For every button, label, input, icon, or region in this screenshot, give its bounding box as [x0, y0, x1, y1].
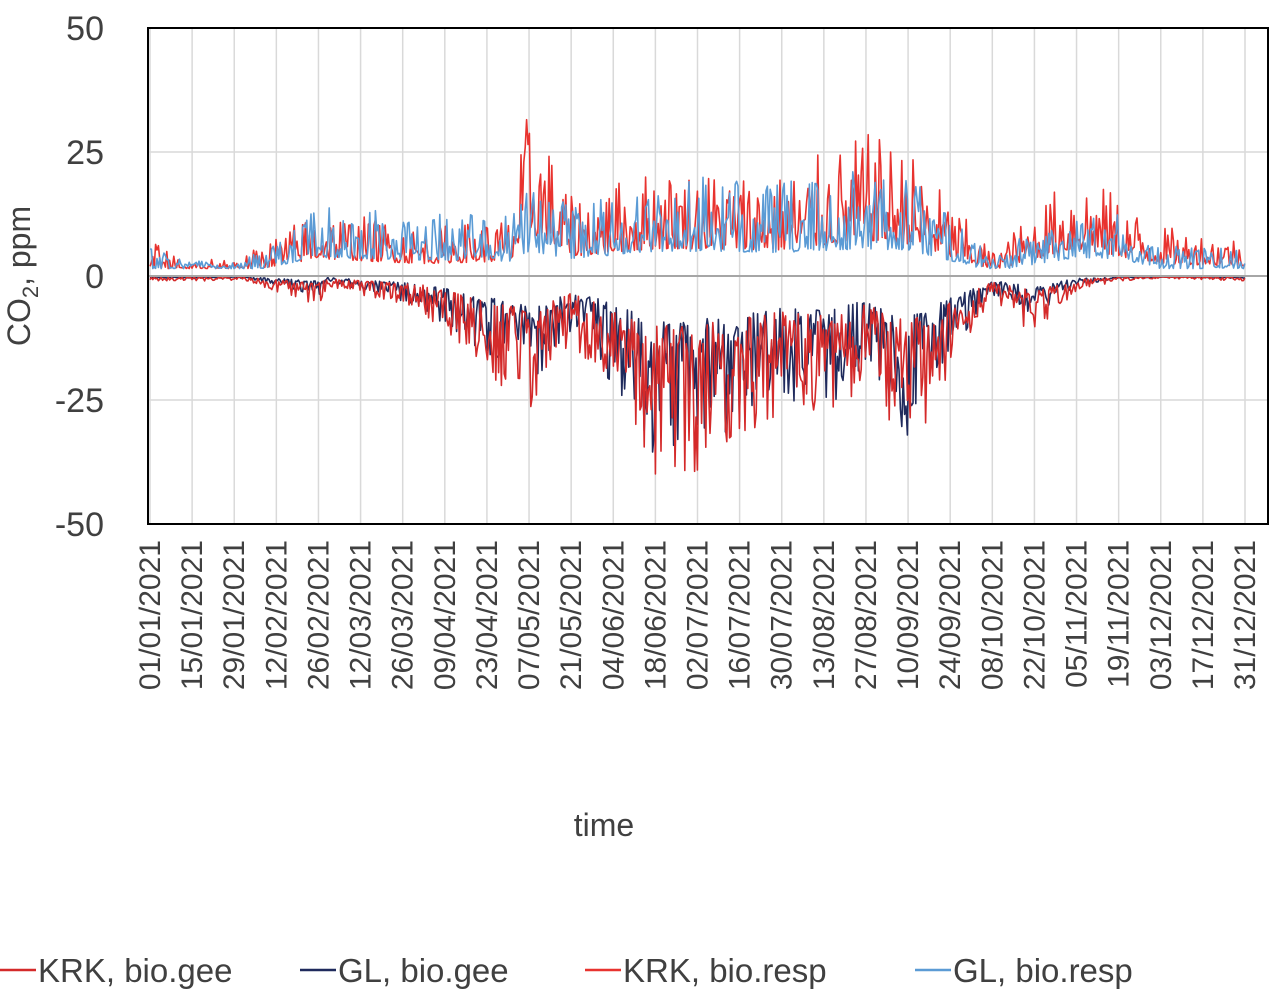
x-tick-label: 30/07/2021 — [766, 540, 799, 690]
x-tick-label: 10/09/2021 — [892, 540, 925, 690]
x-tick-label: 12/03/2021 — [345, 540, 378, 690]
x-tick-label: 09/04/2021 — [429, 540, 462, 690]
x-tick-label: 13/08/2021 — [808, 540, 841, 690]
x-tick-label: 23/04/2021 — [471, 540, 504, 690]
series-lines — [149, 118, 1246, 475]
x-tick-label: 03/12/2021 — [1145, 540, 1178, 690]
y-axis-label-sub: 2 — [18, 286, 43, 298]
x-tick-label: 15/01/2021 — [176, 540, 209, 690]
x-tick-label: 17/12/2021 — [1187, 540, 1220, 690]
y-tick-label: -25 — [55, 382, 104, 420]
x-tick-label: 05/11/2021 — [1061, 540, 1094, 688]
x-tick-label: 12/02/2021 — [260, 540, 293, 690]
x-tick-label: 18/06/2021 — [639, 540, 672, 690]
legend-label: KRK, bio.resp — [623, 952, 827, 989]
x-tick-label: 24/09/2021 — [934, 540, 967, 690]
y-tick-label: 0 — [85, 258, 104, 296]
y-tick-label: -50 — [55, 506, 104, 544]
x-tick-label: 07/05/2021 — [513, 540, 546, 690]
x-tick-label: 16/07/2021 — [724, 540, 757, 690]
x-tick-label: 04/06/2021 — [597, 540, 630, 690]
legend-label: GL, bio.resp — [953, 952, 1133, 989]
y-axis-ticks: 50 25 0 -25 -50 — [55, 10, 104, 544]
x-tick-label: 22/10/2021 — [1018, 540, 1051, 690]
legend: KRK, bio.gee GL, bio.gee KRK, bio.resp GL, … — [0, 952, 1133, 989]
gl-resp-series-line — [149, 171, 1246, 270]
y-axis-label-tail: , ppm — [1, 206, 37, 286]
x-tick-label: 02/07/2021 — [682, 540, 715, 690]
y-axis-label: CO2, ppm — [1, 206, 43, 346]
x-tick-label: 29/01/2021 — [218, 540, 251, 690]
x-tick-label: 21/05/2021 — [555, 540, 588, 690]
legend-label: KRK, bio.gee — [38, 952, 232, 989]
x-tick-label: 31/12/2021 — [1229, 540, 1262, 690]
x-tick-label: 27/08/2021 — [850, 540, 883, 690]
y-axis-label-main: CO — [1, 298, 37, 346]
legend-label: GL, bio.gee — [338, 952, 509, 989]
x-axis-label: time — [574, 807, 634, 843]
krk-gee-series-line — [149, 276, 1246, 475]
plot-frame — [147, 27, 1269, 525]
x-tick-label: 19/11/2021 — [1103, 540, 1136, 688]
y-tick-label: 25 — [66, 134, 104, 172]
y-tick-label: 50 — [66, 10, 104, 48]
x-tick-label: 26/02/2021 — [302, 540, 335, 690]
x-tick-label: 26/03/2021 — [387, 540, 420, 690]
x-tick-label: 08/10/2021 — [976, 540, 1009, 690]
x-tick-label: 01/01/2021 — [134, 540, 167, 690]
x-axis-ticks: 01/01/2021 15/01/2021 29/01/2021 12/02/2021… — [134, 540, 1262, 690]
